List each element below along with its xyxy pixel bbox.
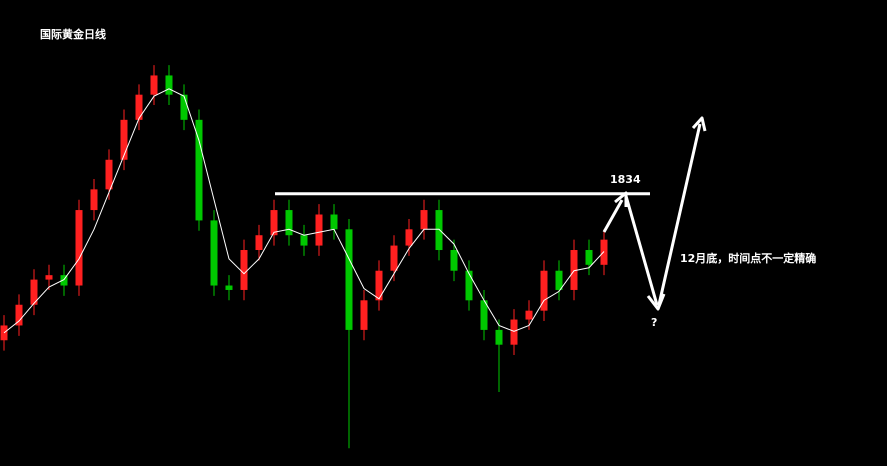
candle-body — [405, 229, 413, 246]
candle-body — [480, 300, 488, 330]
arrow — [602, 199, 624, 233]
candle-body — [540, 270, 548, 311]
arrow — [656, 123, 702, 310]
question-mark: ? — [651, 316, 657, 329]
candle-body — [105, 159, 113, 190]
candle-body — [135, 94, 143, 120]
candle-body — [150, 75, 158, 95]
candle-body — [570, 250, 578, 290]
candle-body — [30, 279, 38, 305]
candle-body — [255, 235, 263, 251]
candle-body — [510, 319, 518, 345]
candle-body — [15, 304, 23, 326]
candle-body — [525, 310, 533, 320]
candle-body — [360, 300, 368, 330]
chart-title: 国际黄金日线 — [40, 27, 106, 41]
candle-body — [90, 189, 98, 211]
candle-body — [330, 214, 338, 230]
candle-body — [300, 235, 308, 246]
candle-body — [375, 270, 383, 301]
candles: 1834 — [0, 65, 650, 449]
candle-body — [45, 275, 53, 280]
candle-body — [420, 210, 428, 230]
level-label: 1834 — [610, 173, 641, 186]
arrow-head — [614, 191, 628, 207]
candle-body — [555, 270, 563, 290]
candle-body — [345, 229, 353, 330]
candle-body — [450, 250, 458, 271]
candle-body — [120, 119, 128, 160]
arrow — [624, 195, 659, 306]
candle-body — [225, 285, 233, 290]
candle-body — [600, 239, 608, 265]
candle-body — [270, 210, 278, 236]
note: 12月底，时间点不一定精确 — [680, 251, 816, 265]
candle-body — [0, 325, 8, 341]
candle-body — [60, 275, 68, 286]
candle-body — [585, 250, 593, 265]
candle-body — [210, 220, 218, 286]
candle-body — [465, 270, 473, 301]
candle-body — [285, 210, 293, 236]
arrow-head — [691, 116, 707, 132]
projection-arrows — [602, 116, 707, 311]
candle-body — [180, 94, 188, 120]
candle-body — [165, 75, 173, 95]
candle-body — [75, 210, 83, 286]
candle-body — [435, 210, 443, 251]
moving-average — [3, 88, 605, 334]
candle-body — [495, 329, 503, 345]
candle-body — [195, 119, 203, 221]
candle-body — [315, 214, 323, 246]
candle-body — [390, 245, 398, 271]
candle-body — [240, 250, 248, 290]
